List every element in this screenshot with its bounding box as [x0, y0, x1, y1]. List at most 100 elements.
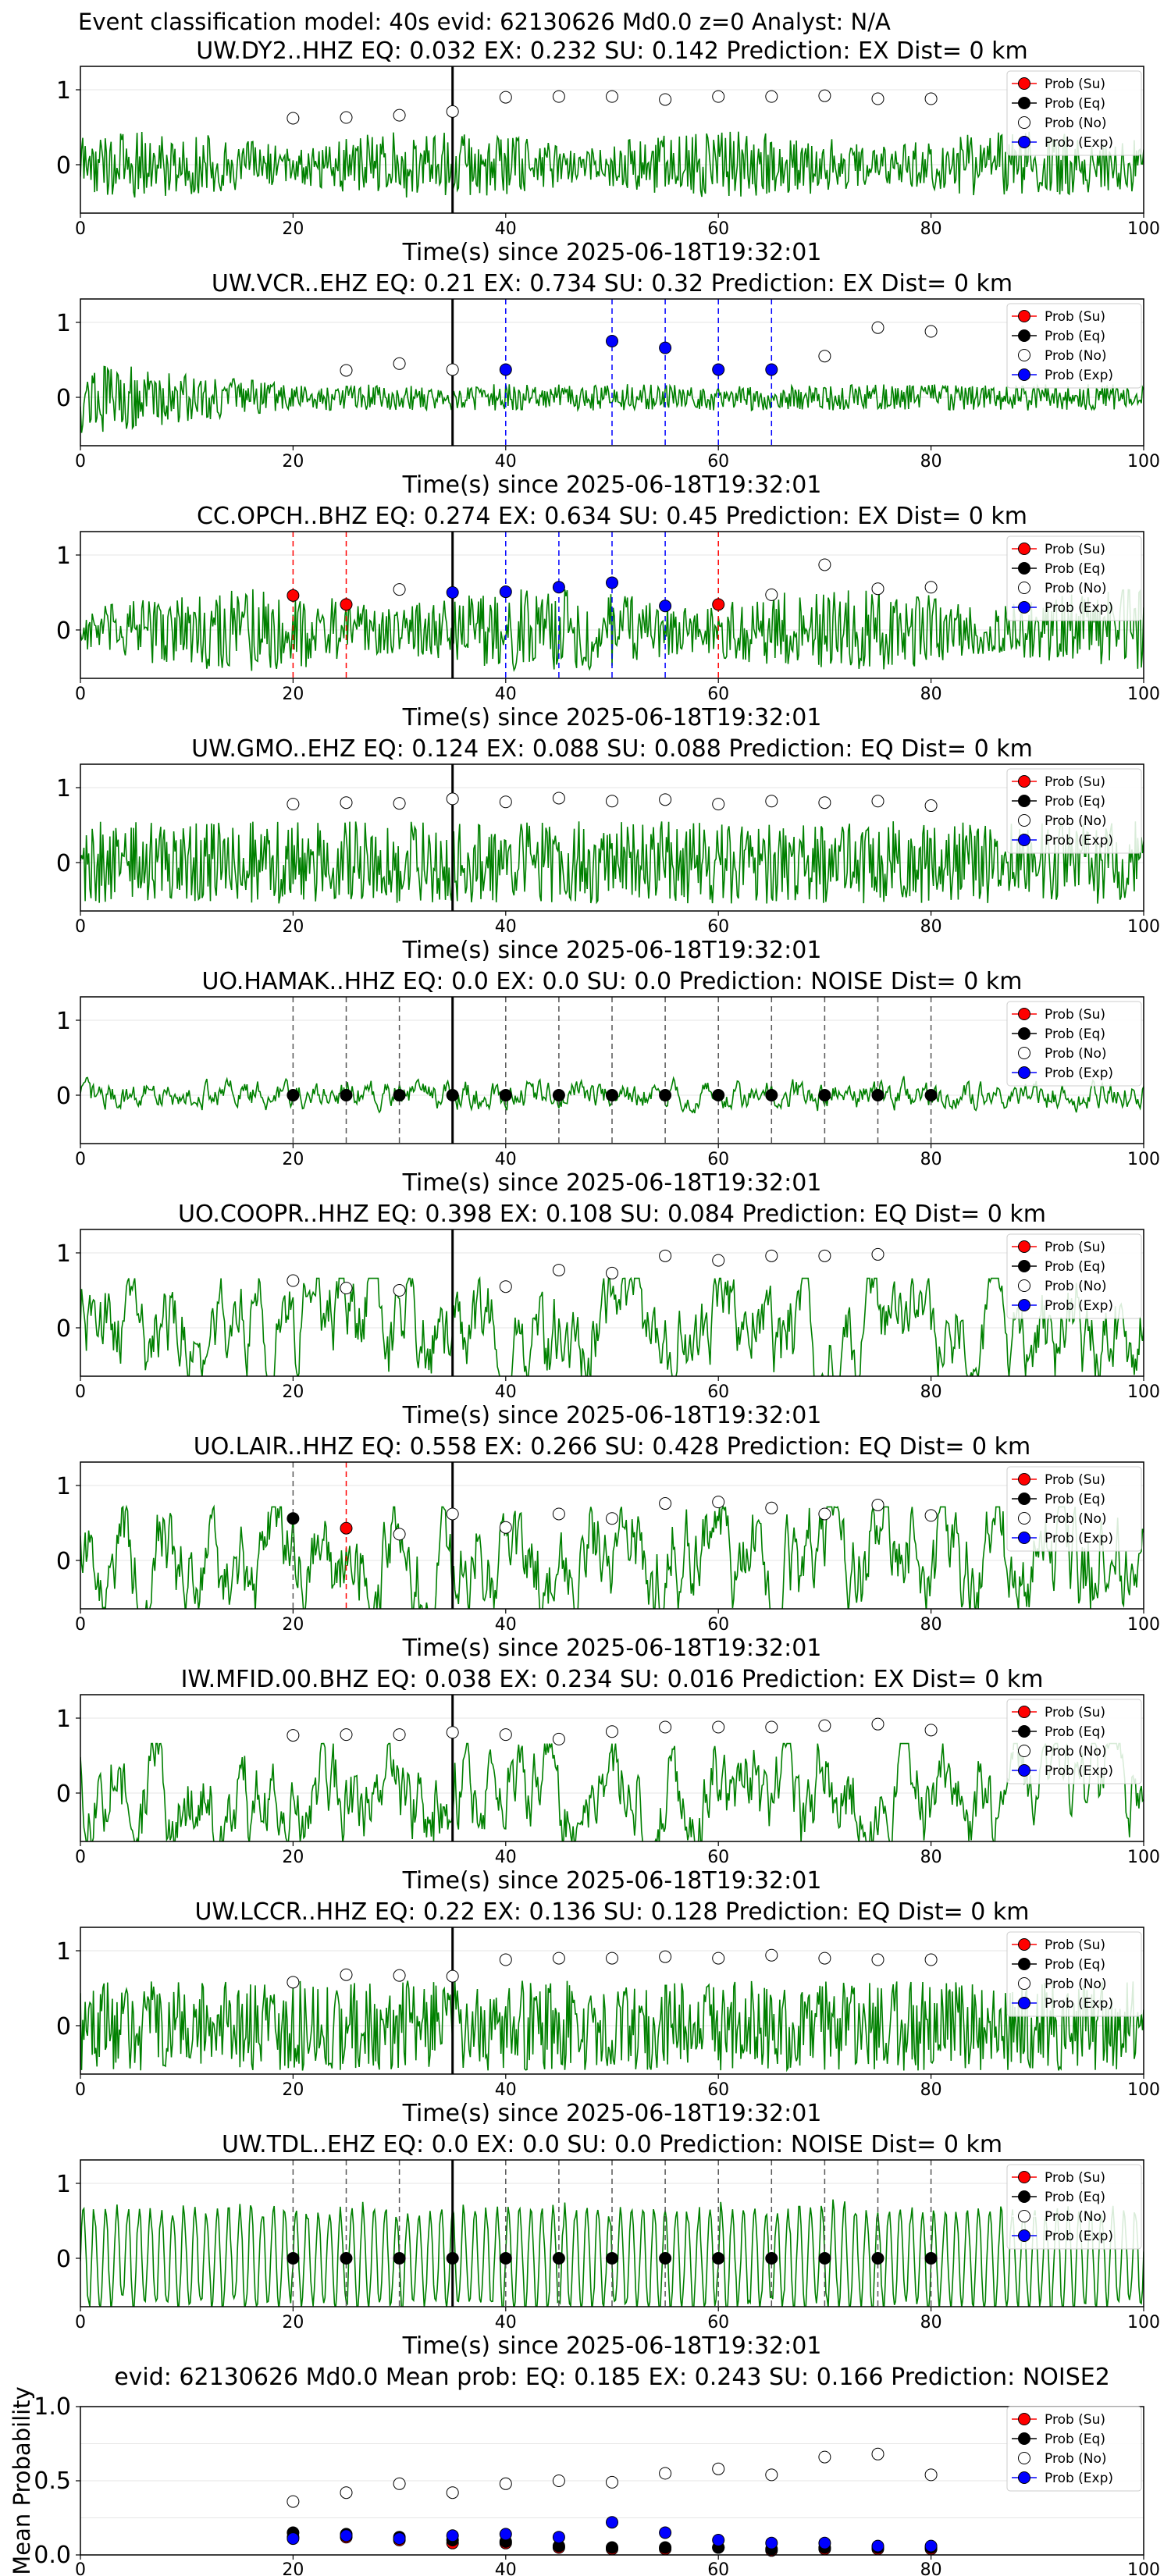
prob-point	[393, 109, 406, 122]
legend-label: Prob (No)	[1045, 2209, 1107, 2225]
prob-point	[446, 1969, 459, 1983]
legend-label: Prob (Eq)	[1045, 329, 1105, 344]
prob-point	[871, 1247, 884, 1261]
x-tick-label: 20	[282, 1848, 304, 1867]
prob-point	[924, 1953, 938, 1966]
panel-title: UW.GMO..EHZ EQ: 0.124 EX: 0.088 SU: 0.08…	[191, 735, 1033, 763]
x-tick-label: 80	[920, 917, 942, 937]
legend-marker	[1018, 1532, 1030, 1544]
prob-point	[871, 1953, 884, 1966]
x-tick-label: 80	[920, 452, 942, 471]
legend-label: Prob (Eq)	[1045, 1724, 1105, 1740]
prob-point	[446, 105, 459, 118]
x-tick-label: 80	[920, 1615, 942, 1635]
legend-label: Prob (Exp)	[1045, 833, 1113, 849]
legend-marker	[1018, 97, 1030, 109]
x-tick-label: 80	[920, 1848, 942, 1867]
prob-point	[818, 796, 831, 809]
mean-prob-point	[765, 2536, 778, 2549]
x-axis-label: Time(s) since 2025-06-18T19:32:01	[402, 1867, 822, 1895]
panel-title: IW.MFID.00.BHZ EQ: 0.038 EX: 0.234 SU: 0…	[181, 1666, 1044, 1693]
prob-point	[393, 797, 406, 810]
prob-eq-point	[552, 1089, 565, 1101]
x-tick-label: 100	[1127, 1848, 1160, 1867]
y-tick-label: 0	[56, 1548, 71, 1575]
legend-label: Prob (No)	[1045, 1511, 1107, 1527]
prob-point	[606, 1725, 618, 1738]
prob-point	[287, 1729, 300, 1742]
legend-label: Prob (Eq)	[1045, 2190, 1105, 2205]
prob-point	[287, 1274, 300, 1287]
legend-marker	[1018, 1706, 1030, 1718]
x-tick-label: 20	[282, 917, 304, 937]
legend-label: Prob (Exp)	[1045, 135, 1113, 151]
legend-marker	[1018, 77, 1030, 90]
legend-marker	[1018, 1997, 1030, 2009]
x-tick-label: 100	[1127, 219, 1160, 239]
mean-prob-point	[871, 2447, 884, 2460]
x-tick-label: 40	[495, 917, 517, 937]
legend-marker	[1018, 1240, 1030, 1253]
mean-prob-point	[552, 2531, 565, 2544]
legend-label: Prob (Eq)	[1045, 1492, 1105, 1507]
prob-point	[871, 321, 884, 334]
prob-point	[287, 112, 300, 125]
legend-label: Prob (Su)	[1045, 309, 1105, 325]
panel-5: UO.HAMAK..HHZ EQ: 0.0 EX: 0.0 SU: 0.0 Pr…	[56, 968, 1160, 1197]
waveform-trace	[80, 1276, 1144, 1376]
legend-label: Prob (Su)	[1045, 2412, 1105, 2428]
x-tick-label: 60	[707, 2080, 729, 2100]
legend-marker	[1018, 1027, 1030, 1040]
x-tick-label: 40	[495, 219, 517, 239]
prob-point	[818, 1952, 831, 1965]
waveform-trace	[80, 1980, 1144, 2073]
legend-label: Prob (Exp)	[1045, 600, 1113, 616]
y-tick-label: 0	[56, 385, 71, 412]
legend-marker	[1018, 1066, 1030, 1079]
x-tick-label: 20	[282, 1382, 304, 1402]
legend-label: Prob (Eq)	[1045, 1026, 1105, 1042]
prob-point	[606, 795, 618, 808]
legend-box	[1006, 535, 1142, 621]
y-tick-label: 0	[56, 1781, 71, 1808]
prob-point	[659, 1720, 672, 1734]
x-axis-label: Time(s) since 2025-06-18T19:32:01	[402, 1635, 822, 1662]
mean-prob-point	[499, 2477, 512, 2490]
prob-point	[446, 792, 459, 806]
prob-point	[287, 1976, 300, 1989]
mean-prob-point	[499, 2528, 512, 2541]
prob-point	[340, 796, 353, 809]
x-tick-label: 20	[282, 2560, 304, 2576]
mean-prob-point	[659, 2541, 672, 2554]
legend-marker	[1018, 1047, 1030, 1059]
prob-eq-point	[606, 2252, 618, 2265]
panel-title: UO.COOPR..HHZ EQ: 0.398 EX: 0.108 SU: 0.…	[178, 1201, 1046, 1228]
mean-prob-point	[924, 2539, 938, 2553]
prob-point	[765, 363, 778, 376]
prob-point	[287, 798, 300, 811]
legend-box	[1006, 303, 1142, 389]
x-tick-label: 60	[707, 2560, 729, 2576]
x-tick-label: 40	[495, 2313, 517, 2332]
panel-title: evid: 62130626 Md0.0 Mean prob: EQ: 0.18…	[114, 2364, 1110, 2391]
x-axis-label: Time(s) since 2025-06-18T19:32:01	[402, 2332, 822, 2360]
prob-point	[924, 799, 938, 813]
prob-eq-point	[924, 2252, 938, 2265]
x-tick-label: 100	[1127, 452, 1160, 471]
prob-point	[712, 598, 725, 611]
prob-eq-point	[659, 2252, 672, 2265]
prob-point	[765, 795, 778, 808]
legend-label: Prob (No)	[1045, 581, 1107, 596]
legend-label: Prob (No)	[1045, 348, 1107, 364]
axes-frame	[80, 1927, 1144, 2075]
prob-point	[552, 1952, 565, 1965]
legend-label: Prob (Su)	[1045, 1937, 1105, 1953]
y-tick-label: 1	[56, 543, 71, 570]
prob-point	[818, 1249, 831, 1262]
prob-point	[446, 363, 459, 376]
waveform-trace	[80, 1742, 1144, 1841]
legend-label: Prob (No)	[1045, 813, 1107, 829]
x-tick-label: 0	[75, 1150, 86, 1169]
y-tick-label: 0.5	[34, 2467, 71, 2495]
x-tick-label: 60	[707, 917, 729, 937]
